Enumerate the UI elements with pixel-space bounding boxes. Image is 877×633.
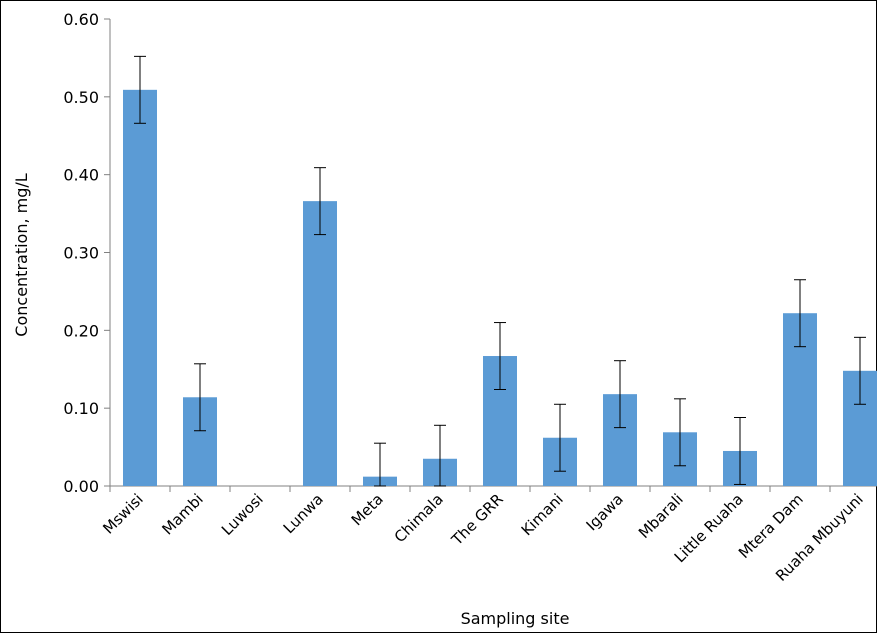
x-axis-title: Sampling site [461,609,570,628]
category-label: Igawa [583,490,627,534]
error-bars [134,55,866,487]
category-label: Mbarali [635,490,687,542]
bars [123,89,877,486]
category-label: Meta [348,490,387,529]
y-axis: 0.00 0.10 0.20 0.30 0.40 0.50 0.60 [63,10,111,496]
bar-lunwa [303,201,337,486]
category-labels: Mswisi Mambi Luwosi Lunwa Meta Chimala The GRR… [99,490,867,585]
y-tick-label: 0.60 [63,10,99,29]
y-tick-label: 0.30 [63,244,99,263]
y-axis-title: Concentration, mg/L [12,173,31,336]
y-tick-label: 0.40 [63,166,99,185]
y-tick-label: 0.10 [63,399,99,418]
category-label: Mswisi [99,490,147,538]
y-tick-label: 0.00 [63,477,99,496]
category-label: Lunwa [280,490,327,537]
category-label: Mambi [158,490,206,538]
category-label: Luwosi [218,490,267,539]
category-label: Kimani [518,490,567,539]
y-tick-label: 0.20 [63,321,99,340]
y-tick-label: 0.50 [63,88,99,107]
category-label: Chimala [391,490,447,546]
category-label: The GRR [447,490,506,549]
bar-mswisi [123,89,157,486]
